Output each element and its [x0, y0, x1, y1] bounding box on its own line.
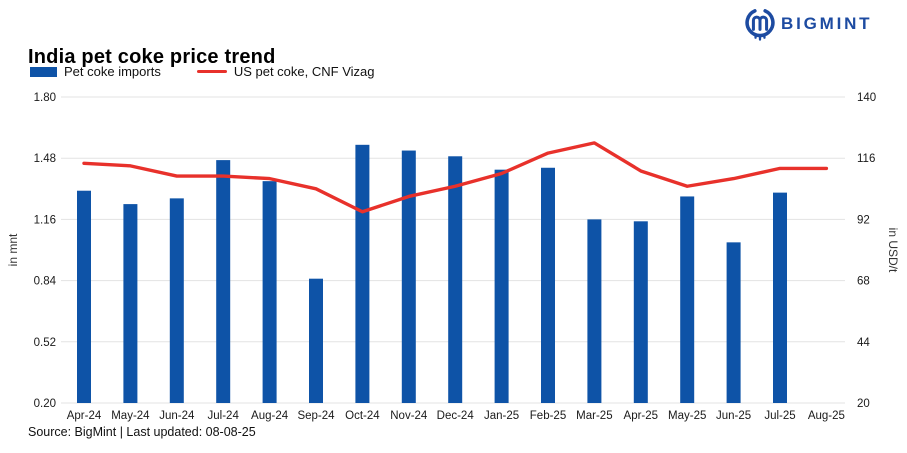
x-axis-label: May-25 [668, 410, 706, 422]
bar-Aug-24 [262, 181, 277, 403]
x-axis-label: Sep-24 [297, 410, 335, 422]
line-series-swatch [196, 69, 227, 74]
bar-Jul-25 [773, 192, 787, 403]
bar-Jun-25 [726, 242, 741, 403]
x-axis-label: Jul-24 [208, 410, 240, 422]
x-axis-label: Oct-24 [345, 410, 380, 422]
bigmint-logo: BIGMINT [744, 6, 872, 42]
right-axis-tick: 92 [857, 214, 870, 226]
right-axis-tick: 140 [857, 92, 876, 104]
legend-item-price: US pet coke, CNF Vizag [196, 64, 375, 79]
right-axis-tick: 68 [857, 276, 870, 288]
x-axis-label: Mar-25 [576, 410, 612, 422]
x-axis-label: Apr-24 [67, 410, 102, 422]
left-axis-tick: 1.48 [34, 153, 56, 165]
bar-Jan-25 [494, 169, 509, 403]
bar-Sep-24 [309, 278, 323, 403]
bar-Nov-24 [401, 150, 416, 403]
left-axis-tick: 1.80 [34, 92, 56, 104]
bar-Jun-24 [169, 198, 184, 403]
x-axis-label: Dec-24 [437, 410, 475, 422]
left-axis-tick: 0.20 [34, 398, 56, 410]
left-axis-tick: 0.84 [34, 276, 57, 288]
bar-Oct-24 [355, 144, 370, 403]
bar-series-swatch [30, 66, 57, 77]
chart-title: India pet coke price trend [28, 46, 276, 69]
bar-Apr-24 [77, 190, 91, 403]
x-axis-label: Apr-25 [624, 410, 659, 422]
source-note: Source: BigMint | Last updated: 08-08-25 [28, 425, 256, 439]
x-axis-label: Jun-25 [716, 410, 751, 422]
x-axis-label: Aug-24 [251, 410, 289, 422]
right-axis-tick: 44 [857, 337, 870, 349]
right-axis-tick: 20 [857, 398, 870, 410]
legend-label-imports: Pet coke imports [64, 64, 161, 79]
bigmint-logo-text: BIGMINT [781, 14, 873, 33]
bar-Dec-24 [448, 156, 463, 403]
bar-Mar-25 [587, 219, 602, 403]
price-line [82, 141, 829, 214]
bar-May-25 [680, 196, 695, 403]
x-axis-label: Aug-25 [808, 410, 845, 422]
x-axis-label: Feb-25 [530, 410, 566, 422]
legend-label-price: US pet coke, CNF Vizag [233, 64, 375, 79]
legend-item-imports: Pet coke imports [30, 64, 161, 79]
chart-legend: Pet coke imports US pet coke, CNF Vizag [30, 64, 374, 79]
x-axis-label: May-24 [111, 410, 150, 422]
x-axis-label: Jan-25 [484, 410, 519, 422]
right-axis-tick: 116 [857, 153, 875, 165]
bar-Feb-25 [541, 167, 555, 403]
x-axis-label: Nov-24 [390, 410, 428, 422]
left-axis-tick: 1.16 [34, 214, 56, 226]
x-axis-label: Jun-24 [159, 410, 195, 422]
left-axis-tick: 0.52 [34, 337, 56, 349]
bar-Apr-25 [633, 221, 648, 403]
x-axis-label: Jul-25 [764, 410, 795, 422]
bar-May-24 [123, 204, 138, 403]
bar-Jul-24 [216, 160, 231, 403]
bigmint-logo-icon [745, 9, 775, 41]
